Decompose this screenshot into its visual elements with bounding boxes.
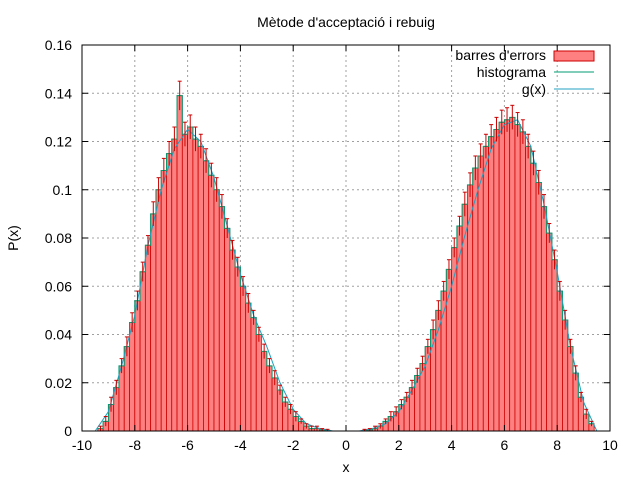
histogram-bar [472,167,479,432]
histogram-bar [567,346,574,432]
x-tick-label: -10 [72,437,92,453]
histogram-bar [224,227,231,432]
x-tick-label: 10 [602,437,618,453]
histogram-bar [155,189,162,432]
histogram-bar [123,346,130,432]
y-axis-label: P(x) [5,225,21,251]
histogram-bar [134,300,141,432]
histogram-bar [535,182,542,432]
chart-title: Mètode d'acceptació i rebuig [257,14,435,30]
histogram-bar [546,232,553,432]
histogram-bar [276,389,284,432]
histogram-bar [171,138,178,432]
y-tick-label: 0.14 [45,85,72,101]
histogram-bar [150,213,157,432]
histogram-bar [488,136,495,432]
histogram-bar [239,285,247,432]
x-tick-label: 6 [501,437,509,453]
x-tick-label: -2 [287,437,300,453]
histogram-bar [181,133,189,432]
histogram-step-line [97,95,331,432]
errorbars-group [98,80,594,431]
legend-swatch-errorbars [553,50,595,62]
histogram-bar [144,244,152,432]
histogram-bar [129,322,136,432]
x-tick-label: 4 [448,437,456,453]
legend-label-errorbars: barres d'errors [455,47,546,63]
x-tick-label: 8 [553,437,561,453]
histogram-bar [461,203,468,432]
histogram-bar [261,350,268,432]
histogram-bar [556,290,563,432]
x-tick-label: 0 [342,437,350,453]
histogram-bar [203,160,210,432]
x-axis-label: x [343,459,350,475]
y-tick-label: 0 [64,423,72,439]
histogram-bar [562,319,569,432]
histogram-bar [160,170,167,432]
x-tick-label: -8 [129,437,142,453]
legend-label-g: g(x) [522,81,546,97]
histogram-bar [540,206,548,432]
histogram-bar [245,302,252,432]
histogram-bar [493,129,500,432]
x-tick-label: -4 [234,437,247,453]
histogram-bar [503,119,511,432]
histogram-bar [525,145,532,432]
histogram-bar [498,121,505,432]
y-tick-label: 0.02 [45,375,72,391]
y-tick-label: 0.16 [45,37,72,53]
histogram-bar [255,334,262,432]
histogram-bar [551,259,558,432]
histogram-bar [572,372,579,432]
histogram-bar [467,184,474,432]
histogram-bar [197,145,204,432]
axes-ticks: -10 -8 -6 -4 -2 0 2 4 6 8 10 0 0.02 0.04 0.06 0.08 0.1 0.… [45,37,618,453]
histogram-bar [208,174,215,432]
histogram-bar [234,266,241,432]
histogram-bar [139,271,146,432]
histogram-bar [187,126,194,432]
histogram-bar [229,249,236,432]
histogram-bar [477,155,484,432]
x-tick-label: -6 [181,437,194,453]
histogram-bar [509,116,516,432]
histogram-bar [266,365,273,432]
histogram-bar [250,317,257,432]
histogram-bar [577,396,585,432]
y-tick-label: 0.06 [45,278,72,294]
y-tick-label: 0.04 [45,327,72,343]
histogram-bar [176,95,183,432]
histogram-bar [519,131,526,432]
y-tick-label: 0.12 [45,134,72,150]
y-tick-label: 0.08 [45,230,72,246]
legend-label-histogram: histograma [477,64,546,80]
y-tick-label: 0.1 [53,182,73,198]
histogram-bar [118,365,125,432]
histogram-bar [192,138,199,432]
x-tick-label: 2 [395,437,403,453]
histogram-bar [530,162,537,432]
histogram-bar [213,189,220,432]
histogram-bar [166,153,173,432]
histogram-bar [482,145,489,432]
histogram-bar [514,124,521,432]
histogram-bar [218,206,225,432]
legend: barres d'errors histograma g(x) [455,47,595,97]
histogram-bar [271,377,278,432]
